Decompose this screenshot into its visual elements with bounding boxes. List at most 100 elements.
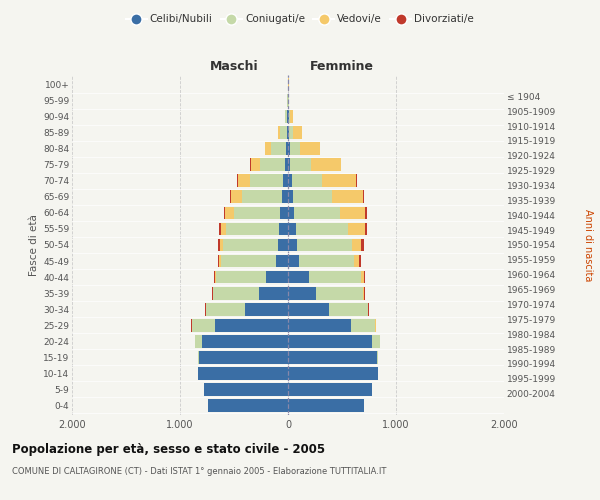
Bar xyxy=(260,158,286,171)
Bar xyxy=(283,174,288,188)
Bar xyxy=(280,206,288,220)
Bar xyxy=(278,238,288,252)
Bar xyxy=(271,142,286,155)
Bar xyxy=(250,174,283,188)
Bar xyxy=(349,222,365,235)
Bar xyxy=(286,158,288,171)
Bar xyxy=(292,174,322,188)
Bar xyxy=(288,335,372,347)
Bar xyxy=(286,142,288,155)
Bar xyxy=(288,367,377,380)
Bar xyxy=(280,222,288,235)
Bar xyxy=(199,351,288,364)
Text: Popolazione per età, sesso e stato civile - 2005: Popolazione per età, sesso e stato civil… xyxy=(12,442,325,456)
Bar xyxy=(288,206,294,220)
Bar xyxy=(294,206,340,220)
Bar xyxy=(221,222,226,235)
Bar xyxy=(289,126,293,139)
Bar xyxy=(289,110,290,123)
Y-axis label: Fasce di età: Fasce di età xyxy=(29,214,39,276)
Bar xyxy=(199,367,288,380)
Bar xyxy=(234,206,280,220)
Bar xyxy=(372,335,380,347)
Bar xyxy=(352,238,361,252)
Bar xyxy=(245,302,288,316)
Bar xyxy=(223,238,278,252)
Bar xyxy=(288,399,364,412)
Bar xyxy=(332,190,363,203)
Bar xyxy=(288,174,292,188)
Text: Anni di nascita: Anni di nascita xyxy=(583,209,593,281)
Bar xyxy=(219,222,221,235)
Bar xyxy=(202,335,288,347)
Bar xyxy=(293,190,332,203)
Bar xyxy=(278,126,280,139)
Bar xyxy=(288,238,296,252)
Bar xyxy=(218,238,220,252)
Bar xyxy=(368,302,370,316)
Bar xyxy=(236,174,238,188)
Bar xyxy=(288,190,293,203)
Bar xyxy=(214,270,215,283)
Bar xyxy=(359,254,361,268)
Bar xyxy=(361,238,364,252)
Bar xyxy=(212,286,213,300)
Bar xyxy=(311,158,341,171)
Bar xyxy=(288,126,289,139)
Bar xyxy=(226,206,234,220)
Bar xyxy=(365,206,367,220)
Bar xyxy=(205,302,206,316)
Bar xyxy=(224,206,226,220)
Bar xyxy=(288,319,350,332)
Bar xyxy=(288,383,372,396)
Bar xyxy=(296,238,352,252)
Bar xyxy=(204,383,288,396)
Bar xyxy=(282,190,288,203)
Bar xyxy=(308,270,361,283)
Bar xyxy=(288,286,316,300)
Bar xyxy=(221,254,276,268)
Bar xyxy=(355,174,356,188)
Bar xyxy=(290,110,293,123)
Bar xyxy=(259,286,288,300)
Bar xyxy=(206,302,245,316)
Bar xyxy=(226,222,280,235)
Bar xyxy=(361,270,364,283)
Bar xyxy=(251,158,260,171)
Legend: Celibi/Nubili, Coniugati/e, Vedovi/e, Divorziati/e: Celibi/Nubili, Coniugati/e, Vedovi/e, Di… xyxy=(122,10,478,29)
Bar xyxy=(288,158,290,171)
Bar xyxy=(288,270,308,283)
Bar xyxy=(316,286,362,300)
Bar xyxy=(238,174,250,188)
Bar xyxy=(363,190,364,203)
Bar xyxy=(362,286,364,300)
Bar xyxy=(288,142,290,155)
Bar xyxy=(192,319,215,332)
Bar xyxy=(287,126,288,139)
Bar xyxy=(290,142,301,155)
Bar xyxy=(350,319,376,332)
Bar xyxy=(242,190,282,203)
Bar xyxy=(266,270,288,283)
Bar xyxy=(377,351,378,364)
Bar xyxy=(288,302,329,316)
Bar xyxy=(195,335,202,347)
Bar xyxy=(220,254,221,268)
Bar xyxy=(322,174,355,188)
Bar xyxy=(220,238,223,252)
Text: COMUNE DI CALTAGIRONE (CT) - Dati ISTAT 1° gennaio 2005 - Elaborazione TUTTITALI: COMUNE DI CALTAGIRONE (CT) - Dati ISTAT … xyxy=(12,468,386,476)
Bar xyxy=(230,190,232,203)
Bar xyxy=(265,142,271,155)
Bar xyxy=(215,319,288,332)
Bar xyxy=(296,222,349,235)
Bar xyxy=(214,286,259,300)
Bar xyxy=(365,222,367,235)
Bar xyxy=(280,126,287,139)
Bar xyxy=(208,399,288,412)
Bar xyxy=(354,254,359,268)
Bar xyxy=(301,142,320,155)
Bar xyxy=(299,254,354,268)
Bar xyxy=(276,254,288,268)
Bar xyxy=(364,270,365,283)
Bar xyxy=(340,206,365,220)
